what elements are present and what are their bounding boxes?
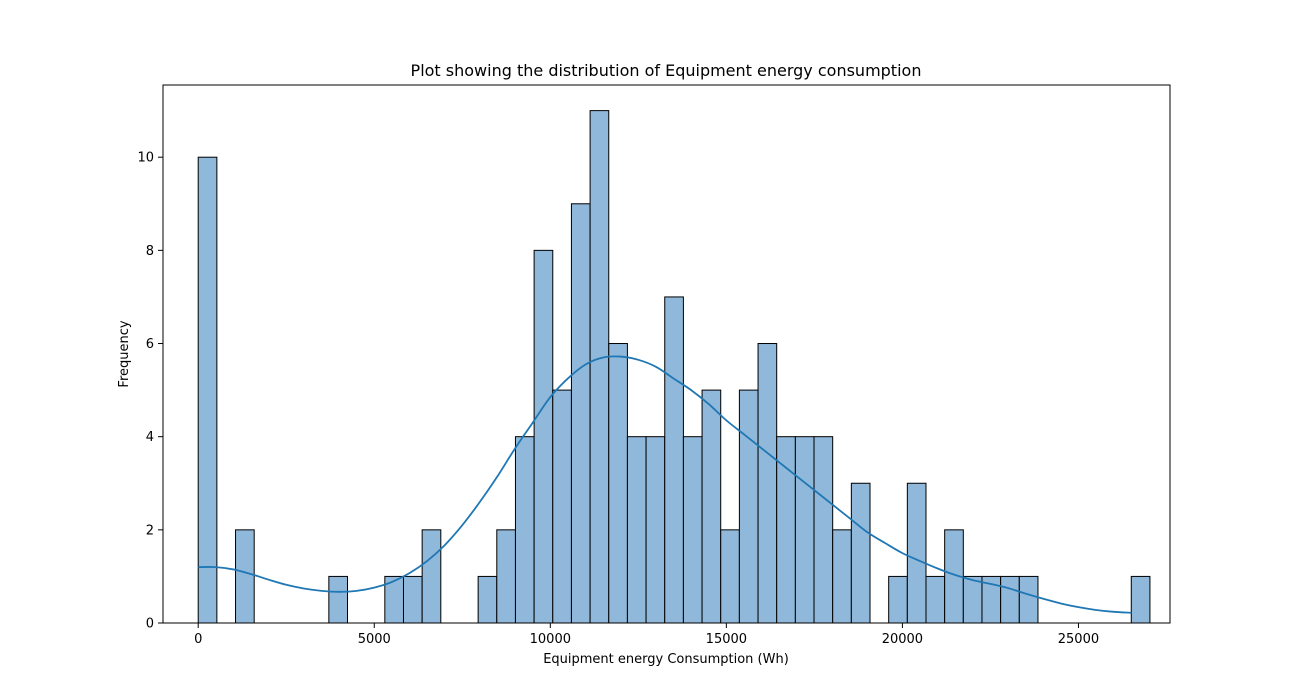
histogram-bar xyxy=(776,436,796,624)
x-tick-label: 15000 xyxy=(706,632,747,647)
histogram-bar xyxy=(402,575,423,624)
x-tick-label: 0 xyxy=(194,632,202,647)
y-tick-label: 4 xyxy=(146,430,154,445)
histogram-bar xyxy=(906,482,927,624)
histogram-bar xyxy=(570,203,591,624)
x-tick-label: 5000 xyxy=(358,632,391,647)
histogram-bar xyxy=(720,529,740,624)
histogram-bar xyxy=(626,436,647,624)
histogram-bar xyxy=(589,110,610,624)
kde-line xyxy=(198,355,1132,614)
x-tick-label: 25000 xyxy=(1058,632,1099,647)
histogram-bar xyxy=(197,156,218,624)
histogram-bar xyxy=(738,389,759,624)
y-axis-ticks: 0 2 4 6 8 10 xyxy=(137,151,163,632)
histogram-bar xyxy=(757,343,778,624)
histogram-bar xyxy=(682,436,703,624)
y-tick-label: 2 xyxy=(146,523,154,538)
x-tick-label: 20000 xyxy=(882,632,923,647)
histogram-bar xyxy=(421,529,442,624)
plot-frame xyxy=(162,84,1171,624)
histogram-bar xyxy=(608,343,628,624)
y-tick-label: 8 xyxy=(146,244,154,259)
y-tick-label: 6 xyxy=(146,337,154,352)
x-axis-ticks: 0 5000 10000 15000 20000 25000 xyxy=(194,623,1099,647)
y-tick-label: 0 xyxy=(146,617,154,632)
histogram-bar xyxy=(701,389,722,624)
histogram-bar xyxy=(645,436,666,624)
chart-title: Plot showing the distribution of Equipme… xyxy=(411,61,922,80)
histogram-bar xyxy=(1130,575,1151,624)
histogram-bar xyxy=(664,296,684,624)
histogram-bar xyxy=(1000,575,1020,624)
histogram-bar xyxy=(888,575,908,624)
histogram-bar xyxy=(832,529,852,624)
histogram-bar xyxy=(794,436,815,624)
y-axis-label: Frequency xyxy=(117,320,132,387)
histogram-bar xyxy=(850,482,871,624)
y-tick-label: 10 xyxy=(137,151,154,166)
histogram-bar xyxy=(514,436,535,624)
histogram-bars xyxy=(197,110,1151,624)
histogram-bar xyxy=(925,575,946,624)
histogram-bar xyxy=(533,249,554,624)
histogram-bar xyxy=(496,529,516,624)
histogram-bar xyxy=(235,529,255,624)
histogram-bar xyxy=(328,575,348,624)
histogram-bar xyxy=(813,436,834,624)
histogram-bar xyxy=(962,575,983,624)
x-axis-label: Equipment energy Consumption (Wh) xyxy=(543,652,789,667)
histogram-bar xyxy=(552,389,572,624)
x-tick-label: 10000 xyxy=(530,632,571,647)
histogram-bar xyxy=(477,575,498,624)
histogram-bar xyxy=(1018,575,1039,624)
